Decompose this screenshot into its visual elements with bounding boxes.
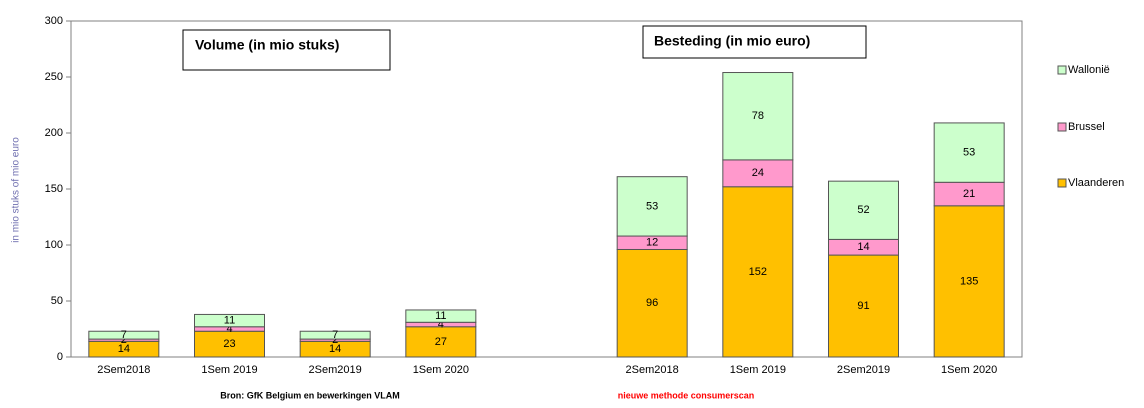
x-tick-label: 1Sem 2020 [941,364,997,376]
data-label: 4 [226,323,232,335]
x-tick-label: 2Sem2018 [626,364,679,376]
bar-segment [194,330,265,358]
x-tick-label: 2Sem2019 [309,364,362,376]
footnote: nieuwe methode consumerscan [618,390,755,400]
data-label: 135 [960,275,978,287]
bar-segment [616,176,688,237]
data-label: 53 [646,200,658,212]
legend-label: Vlaanderen [1068,177,1124,189]
y-tick-label: 300 [45,15,63,27]
x-tick-label: 1Sem 2019 [730,364,786,376]
data-label: 24 [752,167,764,179]
data-label: 152 [749,266,767,278]
data-label: 23 [223,338,235,350]
data-label: 53 [963,147,975,159]
x-tick-label: 1Sem 2019 [201,364,257,376]
data-label: 52 [857,204,869,216]
x-tick-label: 1Sem 2020 [413,364,469,376]
data-label: 4 [438,318,444,330]
x-tick-label: 2Sem2019 [837,364,890,376]
data-label: 14 [329,343,341,355]
annotation-box [182,29,391,71]
annotation: Besteding (in mio euro) [654,33,810,49]
y-tick-label: 50 [51,295,63,307]
bar-segment [828,180,899,240]
y-axis-label: in mio stuks of mio euro [11,137,22,243]
data-label: 27 [435,336,447,348]
data-label: 11 [224,315,235,327]
data-label: 2 [121,334,127,346]
footnote: Bron: GfK Belgium en bewerkingen VLAM [220,390,400,400]
y-tick-label: 0 [57,351,63,363]
x-tick-label: 2Sem2018 [97,364,150,376]
legend-label: Wallonië [1068,64,1110,76]
data-label: 7 [332,329,338,341]
data-label: 12 [646,237,658,249]
y-tick-label: 150 [45,183,63,195]
data-label: 2 [332,334,338,346]
bar-segment [828,254,899,358]
data-label: 14 [857,241,869,253]
annotation: Volume (in mio stuks) [195,37,339,53]
y-tick-label: 250 [45,71,63,83]
y-tick-label: 100 [45,239,63,251]
bar-segment [933,205,1005,358]
legend-swatch [1057,178,1067,188]
data-label: 7 [121,329,127,341]
bar-segment [722,186,794,358]
bar-segment [933,122,1005,183]
legend-swatch [1057,122,1067,132]
data-label: 14 [118,343,130,355]
legend-label: Brussel [1068,121,1105,133]
bar-segment [405,309,477,323]
bar-segment [88,330,160,340]
bar-segment [299,330,371,340]
bar-segment [194,313,265,328]
annotation-box [642,25,867,59]
bar-segment [722,159,794,188]
data-label: 11 [435,310,446,322]
bar-segment [722,72,794,161]
data-label: 78 [752,110,764,122]
y-tick-label: 200 [45,127,63,139]
data-label: 96 [646,297,658,309]
data-label: 21 [963,188,975,200]
data-label: 91 [857,300,869,312]
legend-swatch [1057,65,1067,75]
